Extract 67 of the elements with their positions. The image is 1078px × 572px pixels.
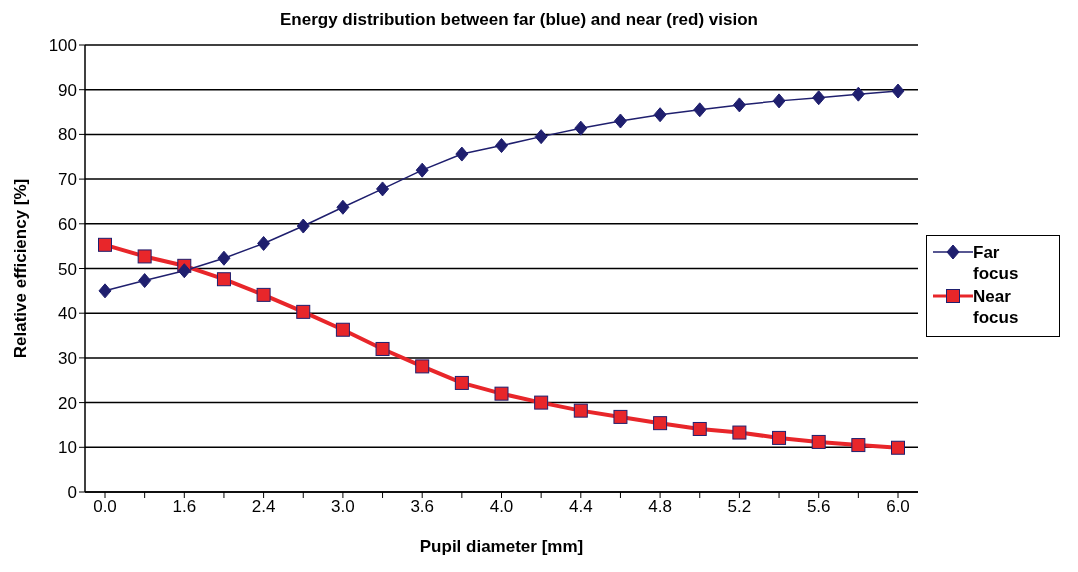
y-tick-label: 90 <box>58 80 77 100</box>
point <box>138 273 152 289</box>
point <box>653 107 667 123</box>
point <box>573 403 588 418</box>
point <box>257 235 271 251</box>
point <box>415 162 429 178</box>
x-axis-title: Pupil diameter [mm] <box>419 537 584 556</box>
chart-title: Energy distribution between far (blue) and near (red) vision <box>279 10 759 30</box>
y-tick-label: 40 <box>58 304 77 324</box>
point <box>692 421 707 436</box>
point <box>653 416 668 431</box>
x-tick-label: 1.6 <box>172 497 197 517</box>
point <box>296 218 310 234</box>
point <box>256 287 271 302</box>
x-tick-label: 0.0 <box>93 497 117 517</box>
y-tick-label: 10 <box>58 438 77 458</box>
point <box>98 237 112 252</box>
x-tick-label: 5.2 <box>727 497 752 517</box>
point <box>891 83 905 99</box>
point <box>613 113 627 129</box>
x-tick-label: 3.6 <box>410 497 435 517</box>
point <box>375 341 390 356</box>
legend-label: Far focus <box>973 242 1020 284</box>
y-tick-label: 50 <box>58 259 77 279</box>
point <box>772 430 787 445</box>
point <box>376 181 390 197</box>
point <box>296 304 311 319</box>
x-tick-label: 4.4 <box>568 497 593 517</box>
x-tick-label: 4.0 <box>489 497 514 517</box>
point <box>891 440 905 455</box>
point <box>137 249 152 264</box>
point <box>811 434 826 449</box>
point <box>494 386 509 401</box>
x-tick-label: 3.0 <box>331 497 355 517</box>
y-tick-label: 60 <box>58 214 77 234</box>
point <box>534 395 549 410</box>
point <box>454 375 469 390</box>
y-tick-label: 80 <box>58 125 77 145</box>
point <box>495 138 508 154</box>
y-tick-label: 30 <box>58 348 77 368</box>
y-tick-label: 20 <box>58 393 77 413</box>
x-tick-label: 5.6 <box>806 497 831 517</box>
point <box>534 129 548 145</box>
point <box>177 263 191 279</box>
y-tick-label: 100 <box>48 36 77 56</box>
point <box>455 146 469 162</box>
legend-label: Near focus <box>973 286 1020 328</box>
point <box>693 102 707 118</box>
point <box>851 86 865 102</box>
point <box>732 425 747 440</box>
y-tick-label: 70 <box>58 170 77 190</box>
point <box>574 120 588 136</box>
x-tick-label: 2.4 <box>251 497 276 517</box>
x-tick-label: 6.0 <box>886 497 910 517</box>
point <box>812 90 826 106</box>
point <box>98 283 112 299</box>
point <box>613 409 628 424</box>
x-tick-label: 4.8 <box>648 497 672 517</box>
point <box>216 272 231 287</box>
point <box>772 93 786 109</box>
point <box>335 322 350 337</box>
point <box>217 250 231 266</box>
point <box>851 438 866 453</box>
y-axis-title: Relative efficiency [%] <box>11 178 31 359</box>
y-tick-label: 0 <box>67 483 77 503</box>
point <box>732 97 746 113</box>
point <box>415 359 430 374</box>
